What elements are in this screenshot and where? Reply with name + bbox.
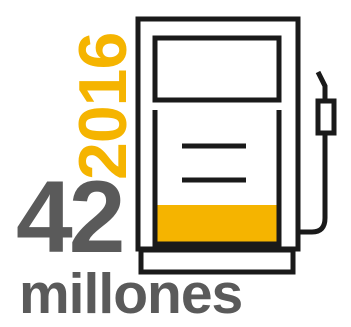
unit-label: millones	[19, 262, 243, 326]
pump-inner-frame	[152, 110, 282, 247]
pump-screen	[152, 35, 282, 103]
pump-nozzle	[315, 98, 337, 136]
pump-nozzle-spout	[315, 70, 328, 101]
year-label: 2016	[65, 32, 141, 180]
pump-base	[138, 247, 296, 275]
fuel-level-fill	[155, 205, 279, 242]
value-label: 42	[16, 160, 125, 274]
pump-hose	[298, 132, 328, 235]
